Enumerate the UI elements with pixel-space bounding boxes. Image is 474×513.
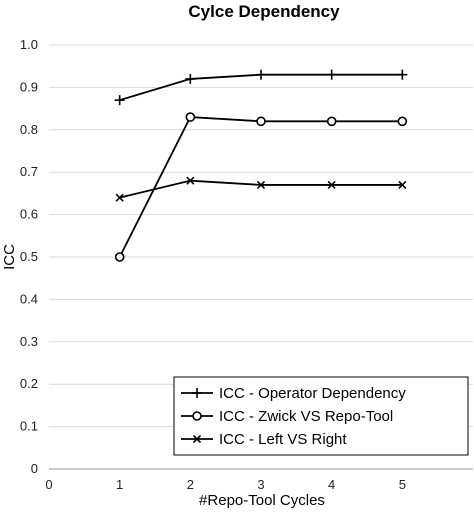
- data-point-s2-5: [397, 116, 408, 127]
- legend-box: [173, 376, 469, 456]
- data-point-s3-2: [186, 176, 195, 185]
- y-tick-label: 0: [31, 461, 38, 476]
- x-tick-labels: 0 1 2 3 4 5: [45, 477, 406, 492]
- data-point-s2-3: [256, 116, 266, 127]
- data-point-s1-3: [256, 69, 266, 80]
- y-tick-label: 0.8: [20, 122, 38, 137]
- x-tick-label: 4: [328, 477, 335, 492]
- y-tick-label: 0.3: [20, 334, 38, 349]
- series-group: [114, 69, 408, 262]
- y-tick-label: 0.6: [20, 207, 38, 222]
- data-point-s1-4: [326, 69, 337, 80]
- y-tick-label: 0.4: [20, 291, 38, 306]
- data-point-s3-1: [115, 193, 124, 202]
- x-axis-label: #Repo-Tool Cycles: [199, 492, 325, 509]
- data-point-s1-2: [185, 73, 196, 84]
- x-tick-label: 0: [45, 477, 52, 492]
- legend-marker: [192, 388, 202, 398]
- data-point-s2-2: [185, 112, 196, 122]
- data-point-s3-3: [256, 180, 266, 189]
- legend-label: ICC - Zwick VS Repo-Tool: [219, 408, 393, 425]
- y-tick-label: 0.9: [20, 79, 38, 94]
- y-tick-label: 0.5: [20, 249, 38, 264]
- data-point-s1-1: [114, 95, 125, 106]
- y-tick-label: 1.0: [20, 37, 38, 52]
- x-tick-label: 1: [116, 477, 123, 492]
- data-point-s3-5: [398, 180, 407, 189]
- legend-marker: [192, 434, 202, 444]
- data-point-s2-1: [114, 252, 125, 262]
- chart-title: Cylce Dependency: [188, 2, 340, 21]
- y-tick-labels: 0 0.1 0.2 0.3 0.4 0.5 0.6 0.7 0.8 0.9 1.0: [20, 37, 38, 476]
- legend-label: ICC - Left VS Right: [219, 431, 347, 448]
- legend: ICC - Operator Dependency ICC - Zwick VS …: [173, 376, 469, 456]
- legend-label: ICC - Operator Dependency: [219, 385, 406, 402]
- y-tick-label: 0.7: [20, 164, 38, 179]
- x-tick-label: 5: [399, 477, 406, 492]
- legend-marker: [192, 411, 202, 421]
- data-point-s3-4: [327, 180, 336, 189]
- grid-lines: [49, 44, 473, 428]
- data-point-s2-4: [326, 116, 337, 127]
- x-tick-label: 2: [187, 477, 194, 492]
- data-point-s1-5: [397, 69, 408, 80]
- x-tick-label: 3: [257, 477, 264, 492]
- series-line-3: [119, 179, 403, 199]
- y-tick-label: 0.2: [20, 376, 38, 391]
- y-tick-label: 0.1: [20, 419, 38, 434]
- y-axis-label: ICC: [1, 244, 18, 270]
